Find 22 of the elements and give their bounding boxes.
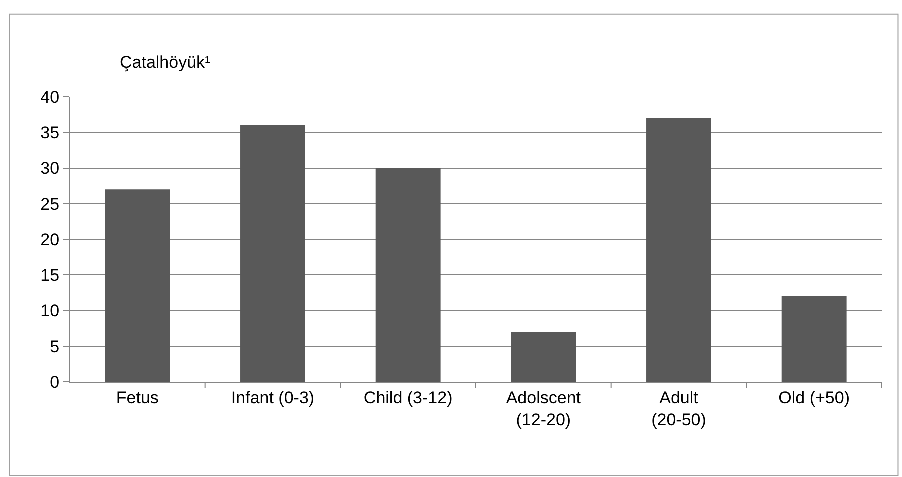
x-tick-label: Old (+50) xyxy=(778,388,850,408)
x-tick-label: Fetus xyxy=(116,388,159,408)
chart-title: Çatalhöyük¹ xyxy=(120,52,212,72)
bar xyxy=(240,126,306,382)
bar xyxy=(646,118,712,382)
x-tick-label: Adolscent (12-20) xyxy=(506,388,582,430)
bar xyxy=(376,168,441,382)
bar xyxy=(105,190,170,382)
y-tick-label: 35 xyxy=(40,124,60,143)
y-tick-label: 10 xyxy=(40,302,60,321)
x-tick-label: Infant (0-3) xyxy=(231,388,315,408)
x-tick-label: Child (3-12) xyxy=(364,388,453,408)
y-tick-label: 20 xyxy=(40,230,60,250)
bar xyxy=(782,296,847,382)
y-tick-label: 40 xyxy=(40,88,60,107)
y-tick-label: 0 xyxy=(50,372,60,392)
y-tick-label: 25 xyxy=(40,194,60,214)
bar xyxy=(511,332,576,382)
x-tick-label: Adult (20-50) xyxy=(652,388,706,430)
y-tick-label: 5 xyxy=(50,337,60,356)
y-tick-label: 15 xyxy=(40,266,60,286)
y-tick-label: 30 xyxy=(40,159,60,178)
